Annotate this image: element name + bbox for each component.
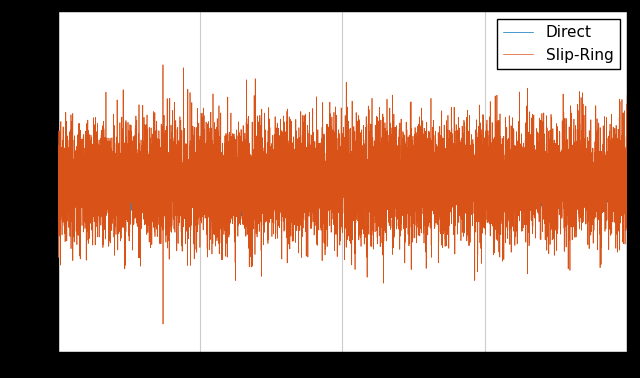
Direct bbox=[623, 173, 631, 177]
Slip-Ring bbox=[166, 204, 173, 208]
Direct bbox=[88, 184, 95, 188]
Slip-Ring bbox=[54, 123, 61, 127]
Direct bbox=[56, 177, 64, 181]
Slip-Ring bbox=[56, 186, 64, 190]
Direct bbox=[77, 188, 85, 192]
Line: Direct: Direct bbox=[58, 143, 627, 218]
Direct bbox=[145, 215, 153, 220]
Direct bbox=[166, 179, 173, 184]
Direct bbox=[76, 141, 84, 146]
Direct bbox=[332, 183, 340, 188]
Direct bbox=[593, 182, 601, 186]
Slip-Ring bbox=[88, 205, 95, 209]
Slip-Ring bbox=[159, 62, 167, 67]
Slip-Ring bbox=[332, 187, 340, 192]
Slip-Ring bbox=[623, 93, 631, 98]
Legend: Direct, Slip-Ring: Direct, Slip-Ring bbox=[497, 19, 620, 69]
Slip-Ring bbox=[77, 145, 85, 150]
Slip-Ring bbox=[593, 116, 601, 121]
Direct bbox=[54, 181, 61, 186]
Line: Slip-Ring: Slip-Ring bbox=[58, 65, 627, 324]
Slip-Ring bbox=[159, 322, 167, 326]
